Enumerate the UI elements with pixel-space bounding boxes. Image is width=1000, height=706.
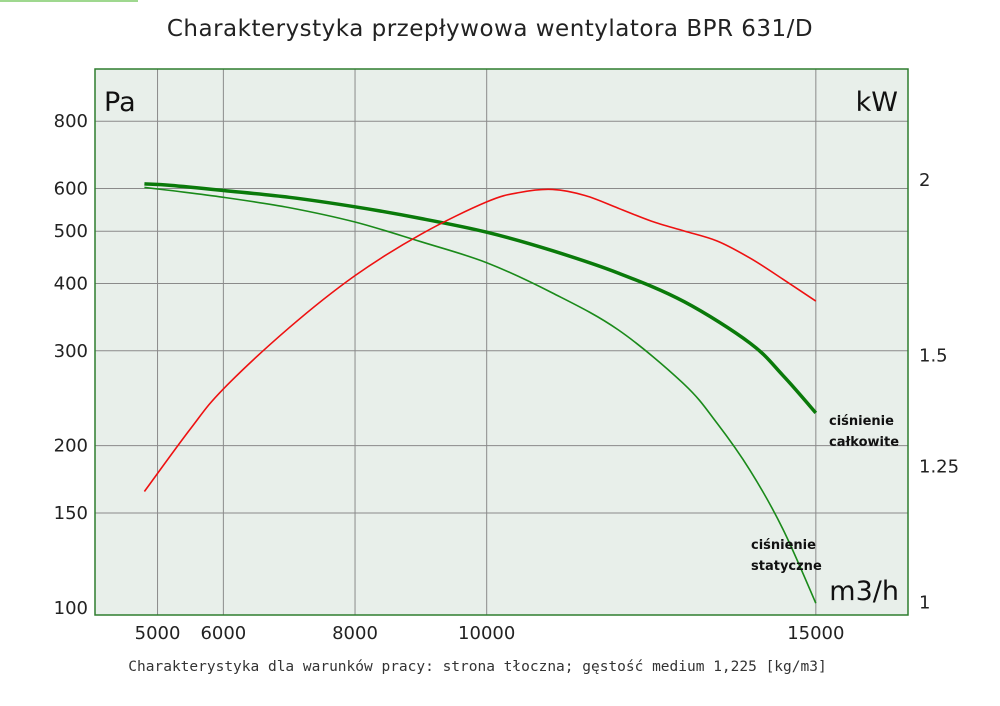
tick-labels: 5000 6000 8000 10000 15000 100 150 200 300 400 500… bbox=[54, 111, 959, 644]
y-tick-label: 500 bbox=[54, 221, 88, 242]
chart-caption: Charakterystyka dla warunków pracy: stro… bbox=[128, 659, 827, 675]
chart-title: Charakterystyka przepływowa wentylatora … bbox=[166, 16, 814, 42]
y-axis-unit-pa: Pa bbox=[104, 87, 136, 118]
annotation-total-pressure-line2: całkowite bbox=[829, 435, 899, 450]
x-tick-label: 15000 bbox=[787, 623, 844, 644]
y-tick-label: 200 bbox=[54, 436, 88, 457]
annotation-static-pressure-line2: statyczne bbox=[751, 559, 822, 574]
corner-accent-mark bbox=[0, 0, 138, 2]
y-tick-label: 150 bbox=[54, 503, 88, 524]
plot-frame bbox=[94, 68, 909, 616]
grid-lines bbox=[95, 69, 908, 615]
y2-tick-label: 1.25 bbox=[919, 457, 959, 478]
y-tick-label: 600 bbox=[54, 179, 88, 200]
x-axis-unit-m3h: m3/h bbox=[829, 576, 899, 607]
plot-area bbox=[95, 69, 908, 615]
x-tick-label: 5000 bbox=[135, 623, 181, 644]
power-line bbox=[143, 188, 817, 492]
y-tick-label: 100 bbox=[54, 598, 88, 619]
series-layer bbox=[143, 182, 818, 604]
y2-axis-unit-kw: kW bbox=[856, 87, 898, 118]
annotation-total-pressure-line1: ciśnienie bbox=[829, 414, 894, 429]
y2-tick-label: 2 bbox=[919, 170, 930, 191]
x-tick-label: 8000 bbox=[332, 623, 378, 644]
y-tick-label: 800 bbox=[54, 111, 88, 132]
x-tick-label: 10000 bbox=[458, 623, 515, 644]
x-tick-label: 6000 bbox=[200, 623, 246, 644]
y-tick-label: 400 bbox=[54, 273, 88, 294]
y-tick-label: 300 bbox=[54, 341, 88, 362]
static-pressure-line bbox=[144, 186, 817, 604]
y2-tick-label: 1 bbox=[919, 593, 930, 614]
total-pressure-line bbox=[144, 182, 818, 415]
annotation-static-pressure-line1: ciśnienie bbox=[751, 538, 816, 553]
y2-tick-label: 1.5 bbox=[919, 346, 948, 367]
